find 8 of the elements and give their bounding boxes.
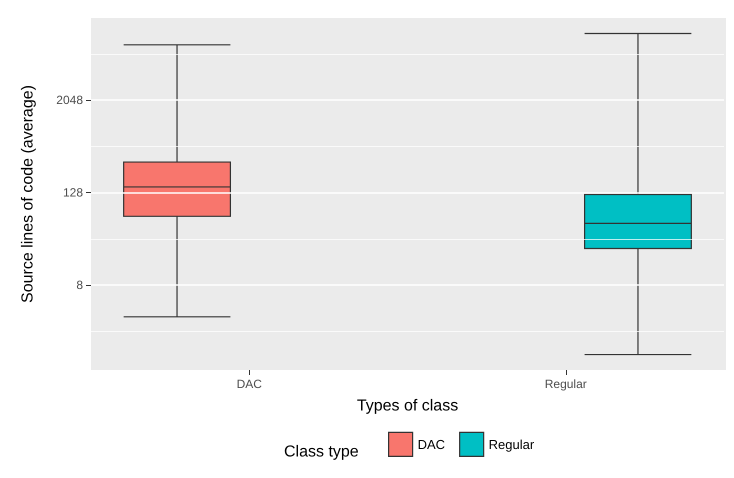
legend-title: Class type	[284, 444, 359, 460]
y-axis-title: Source lines of code (average)	[20, 85, 36, 303]
x-axis-title: Types of class	[356, 398, 458, 414]
y-tick-label: 2048	[56, 93, 84, 108]
y-tick-label: 8	[76, 278, 84, 292]
y-tick-label: 128	[62, 186, 84, 200]
legend-label: Regular	[488, 436, 535, 452]
legend-label: DAC	[418, 436, 446, 452]
